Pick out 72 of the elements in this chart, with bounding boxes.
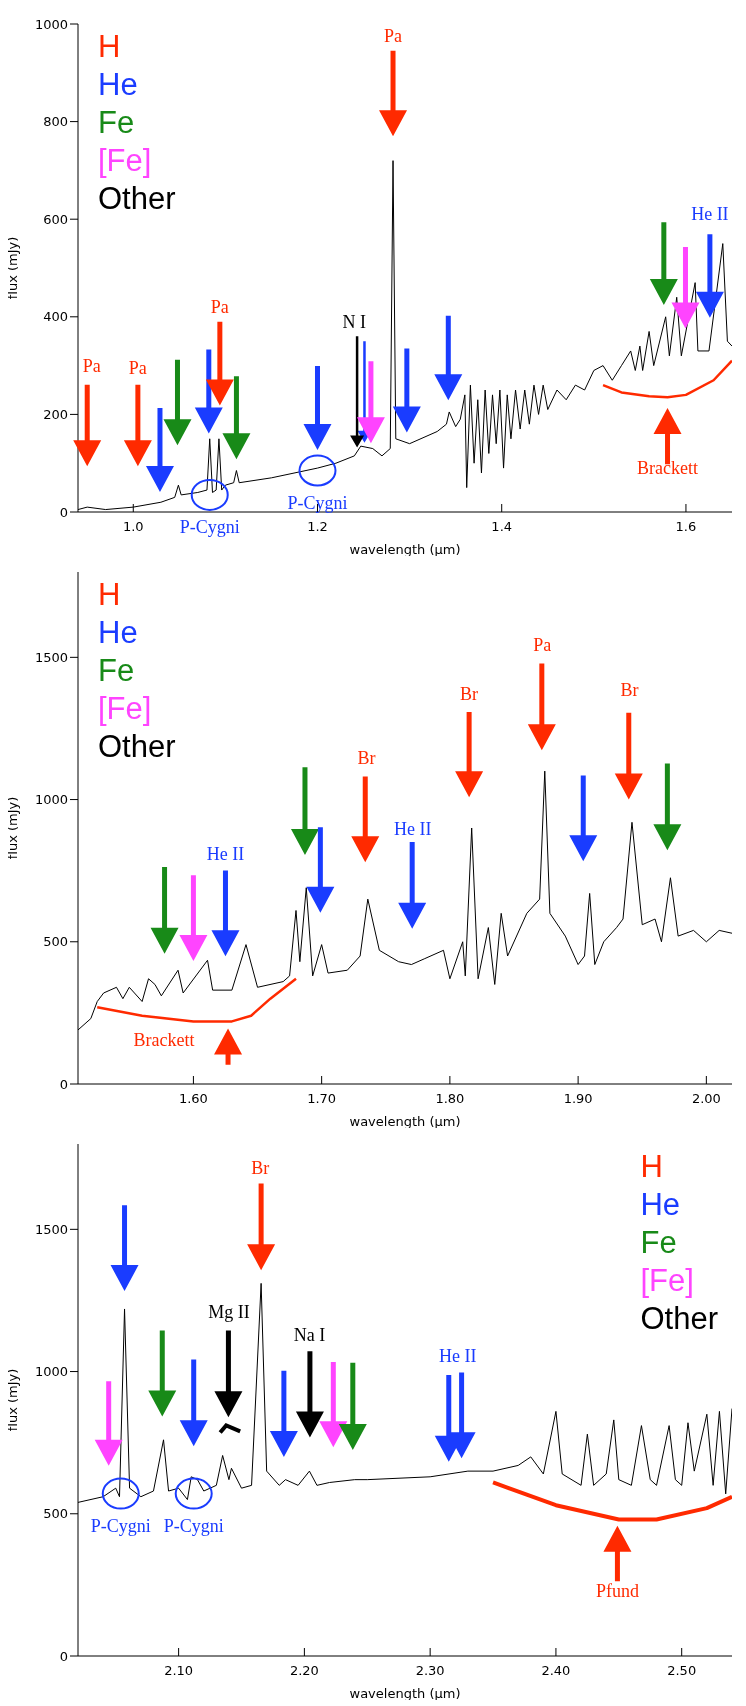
annotation: Other	[640, 1300, 718, 1338]
annotation: Pa	[82, 355, 101, 376]
y-tick-label: 800	[43, 114, 68, 130]
x-tick-label: 1.2	[307, 519, 328, 535]
annotation: He II	[691, 204, 729, 225]
annotation: He II	[206, 843, 245, 864]
annotation: Fe	[98, 652, 136, 690]
y-tick-label: 1500	[34, 1221, 68, 1237]
x-axis-title: wavelength (μm)	[349, 1114, 461, 1129]
annotation: P-Cygni	[90, 1515, 151, 1536]
annotation: Pa	[533, 634, 552, 655]
annotation: Brackett	[637, 458, 699, 479]
line-series	[95, 977, 298, 1023]
annotation: Pa	[128, 358, 147, 379]
annotation: He	[98, 614, 139, 652]
annotation: P-Cygni	[163, 1515, 224, 1536]
annotation: Pa	[210, 297, 229, 318]
annotation: N I	[342, 311, 367, 332]
annotation: Brackett	[133, 1030, 195, 1051]
annotation: Br	[357, 748, 376, 769]
text: P-Cygni	[179, 516, 240, 537]
x-tick-label: 2.20	[289, 1663, 319, 1679]
annotation: He II	[393, 819, 432, 840]
annotation: H	[640, 1148, 664, 1186]
x-tick-label: 1.90	[563, 1091, 593, 1107]
annotation: [Fe]	[640, 1262, 695, 1300]
annotation: H	[98, 28, 122, 66]
annotation: Other	[98, 728, 176, 766]
y-tick-label: 400	[43, 309, 68, 325]
annotation: Other	[98, 180, 176, 218]
x-tick-label: 2.30	[415, 1663, 445, 1679]
annotation: Na I	[293, 1324, 326, 1345]
x-tick-label: 2.40	[541, 1663, 571, 1679]
annotation: Br	[620, 680, 639, 701]
y-tick-label: 600	[43, 211, 68, 227]
x-tick-label: 1.60	[178, 1091, 208, 1107]
y-tick-label: 1000	[34, 792, 68, 808]
y-tick-label: 1500	[34, 649, 68, 665]
annotation: He	[98, 66, 139, 104]
x-axis-title: wavelength (μm)	[349, 542, 461, 557]
line-series	[491, 1480, 732, 1522]
y-tick-label: 0	[59, 1076, 68, 1092]
y-tick-label: 200	[43, 407, 68, 423]
annotation: [Fe]	[98, 690, 153, 728]
y-tick-label: 500	[43, 1506, 68, 1522]
annotation: Fe	[98, 104, 136, 142]
x-axis-title: wavelength (μm)	[349, 1686, 461, 1701]
x-tick-label: 1.6	[675, 519, 697, 535]
y-tick-label: 1000	[34, 1364, 68, 1380]
x-tick-label: 1.80	[435, 1091, 465, 1107]
annotation: Br	[460, 684, 479, 705]
annotation: Pfund	[596, 1580, 640, 1601]
x-tick-label: 2.50	[667, 1663, 697, 1679]
y-tick-label: 0	[59, 1648, 68, 1664]
x-tick-label: 2.00	[691, 1091, 721, 1107]
annotation: P-Cygni	[287, 492, 348, 513]
y-tick-label: 1000	[34, 16, 68, 32]
x-tick-label: 2.10	[164, 1663, 194, 1679]
annotation: Fe	[640, 1224, 678, 1262]
annotation: He II	[439, 1345, 477, 1366]
annotation: Pa	[384, 26, 403, 47]
x-tick-label: 1.70	[307, 1091, 337, 1107]
annotation: [Fe]	[98, 142, 153, 180]
x-tick-label: 1.4	[491, 519, 513, 535]
annotation: Mg II	[208, 1302, 250, 1323]
x-tick-label: 1.0	[122, 519, 144, 535]
y-tick-label: 500	[43, 934, 68, 950]
annotation: Br	[251, 1158, 270, 1179]
annotation: H	[98, 576, 122, 614]
line-series	[601, 359, 732, 399]
y-tick-label: 0	[59, 504, 68, 520]
annotation: He	[640, 1186, 682, 1224]
